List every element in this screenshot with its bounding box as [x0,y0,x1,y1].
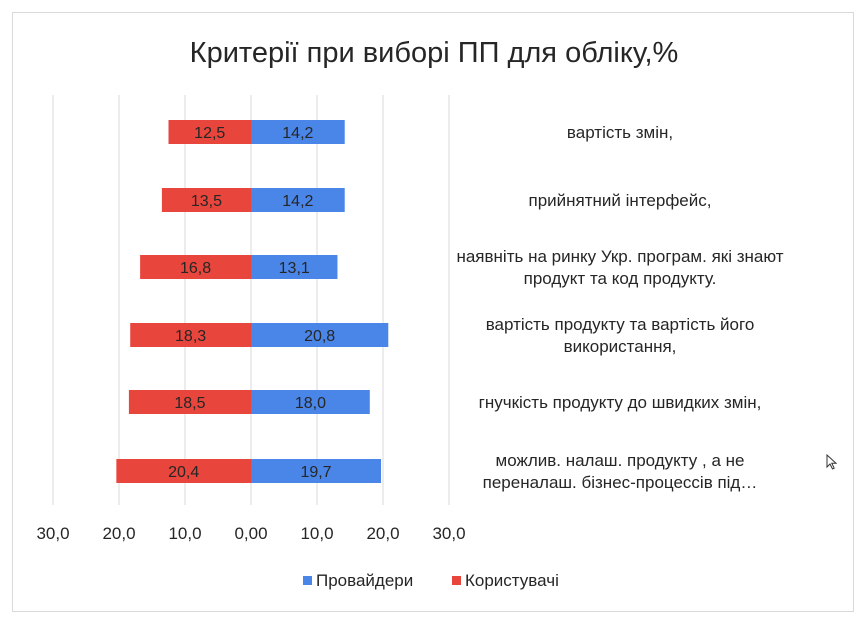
data-label: 18,0 [295,395,326,412]
category-label: можлив. налаш. продукту , а не [496,451,745,470]
mouse-cursor-icon [826,454,838,470]
category-label: продукт та код продукту. [524,269,717,288]
bar-users [116,459,251,483]
data-label: 20,4 [168,464,199,481]
bar-users [161,188,251,212]
category-label: вартість продукту та вартість його [486,315,755,334]
legend-label: Провайдери [316,571,413,590]
x-tick-label: 10,0 [168,524,201,543]
data-label: 14,2 [282,193,313,210]
category-label: прийнятний інтерфейс, [529,191,712,210]
category-label: використання, [564,337,677,356]
x-tick-label: 20,0 [366,524,399,543]
category-label: вартість змін, [567,123,673,142]
bar-users [168,120,251,144]
bar-providers [251,459,382,483]
chart-title: Критерії при виборі ПП для обліку,% [190,37,679,69]
legend: Провайдери Користувачі [303,571,559,590]
legend-swatch [452,576,461,585]
bar-users [140,255,251,279]
x-tick-labels: 30,0 20,0 10,0 0,00 10,0 20,0 30,0 [36,524,465,543]
grid-lines [52,95,450,505]
category-labels: вартість змін, прийнятний інтерфейс, наявн… [456,123,783,492]
bar-users [130,323,251,347]
legend-swatch [303,576,312,585]
bar-providers [251,120,345,144]
data-label: 19,7 [300,464,331,481]
legend-label: Користувачі [465,571,559,590]
x-tick-label: 10,0 [300,524,333,543]
data-label: 16,8 [180,260,211,277]
bar-providers [251,255,338,279]
bar-providers [251,188,345,212]
bar-providers [251,390,370,414]
category-label: переналаш. бізнес-процессів під… [483,473,758,492]
data-label: 14,2 [282,125,313,142]
x-tick-label: 30,0 [432,524,465,543]
category-label: наявніть на ринку Укр. програм. які знаю… [456,247,783,266]
data-label: 18,3 [175,328,206,345]
data-label: 13,1 [279,260,310,277]
x-tick-label: 20,0 [102,524,135,543]
data-label: 12,5 [194,125,225,142]
data-label: 18,5 [174,395,205,412]
bar-users [128,390,251,414]
data-label: 20,8 [304,328,335,345]
x-tick-label: 30,0 [36,524,69,543]
data-labels: 14,2 14,2 13,1 20,8 18,0 19,7 12,5 13,5 16,8 18,3… [168,125,335,481]
chart-frame [12,12,854,612]
bars [116,120,389,483]
x-tick-label: 0,00 [234,524,267,543]
bar-providers [251,323,389,347]
data-label: 13,5 [191,193,222,210]
category-label: гнучкість продукту до швидких змін, [479,393,762,412]
